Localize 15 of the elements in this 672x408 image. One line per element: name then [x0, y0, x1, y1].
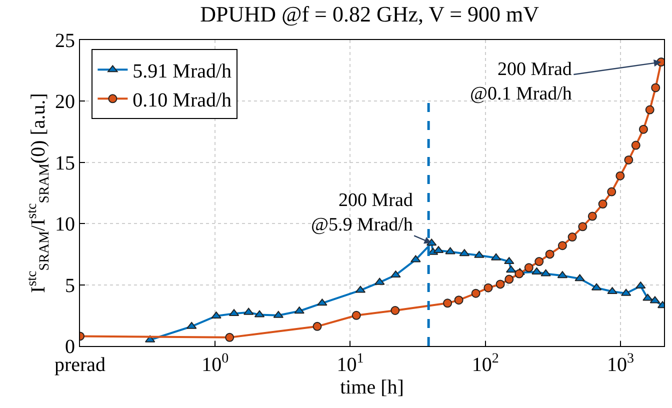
y-tick-label: 10 — [55, 214, 75, 236]
legend-label: 0.10 Mrad/h — [132, 89, 232, 112]
x-tick-label: 10$^{2}$ — [472, 352, 499, 376]
y-tick-label: 15 — [55, 152, 75, 174]
x-tick-label: 10$^{1}$ — [336, 352, 364, 376]
chart-title: DPUHD @f = 0.82 GHz, V = 900 mV — [200, 2, 540, 27]
legend-label: 5.91 Mrad/h — [132, 60, 232, 82]
y-tick-label: 20 — [55, 91, 75, 114]
y-tick-label: 5 — [65, 274, 75, 297]
annotation: 200 Mrad @0.1 Mrad/h — [470, 59, 572, 105]
annotation: 200 Mrad @5.9 Mrad/h — [311, 190, 414, 236]
x-tick-label: 10$^{0}$ — [202, 352, 229, 376]
y-tick-label: 25 — [55, 30, 75, 52]
x-tick-label: 10$^{3}$ — [606, 352, 634, 376]
x-axis-title: time [h] — [340, 376, 404, 398]
